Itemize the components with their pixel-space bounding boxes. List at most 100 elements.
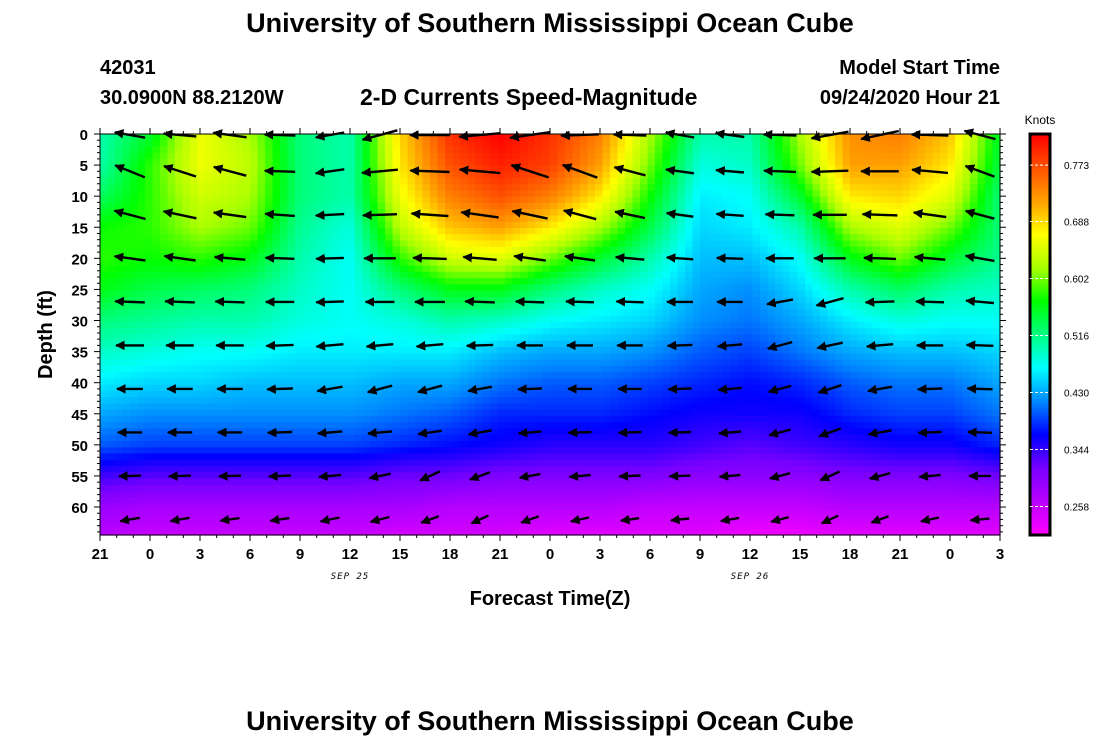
heatmap-cell: [100, 384, 109, 392]
heatmap-cell: [835, 246, 844, 254]
heatmap-cell: [602, 271, 611, 279]
heatmap-cell: [430, 359, 439, 367]
heatmap-cell: [827, 159, 836, 166]
heatmap-cell: [377, 309, 386, 317]
heatmap-cell: [460, 303, 469, 311]
heatmap-cell: [670, 365, 679, 373]
heatmap-cell: [182, 234, 191, 242]
heatmap-cell: [670, 353, 679, 361]
heatmap-cell: [205, 321, 214, 329]
heatmap-cell: [340, 134, 349, 141]
heatmap-cell: [535, 365, 544, 373]
heatmap-cell: [190, 265, 199, 273]
model-start-label: Model Start Time: [839, 57, 1000, 79]
heatmap-cell: [392, 347, 401, 354]
heatmap-cell: [295, 271, 304, 279]
heatmap-cell: [587, 278, 596, 285]
heatmap-cell: [857, 384, 866, 392]
heatmap-cell: [257, 202, 266, 210]
heatmap-cell: [505, 328, 514, 336]
heatmap-cell: [407, 259, 416, 267]
heatmap-cell: [430, 321, 439, 329]
heatmap-cell: [677, 159, 686, 166]
heatmap-cell: [565, 328, 574, 336]
heatmap-cell: [205, 227, 214, 235]
heatmap-cell: [692, 146, 701, 154]
heatmap-cell: [887, 140, 896, 148]
heatmap-cell: [632, 240, 641, 248]
heatmap-cell: [775, 140, 784, 148]
heatmap-cell: [182, 159, 191, 166]
heatmap-cell: [197, 365, 206, 373]
heatmap-cell: [302, 340, 311, 348]
heatmap-cell: [265, 196, 274, 204]
heatmap-cell: [745, 378, 754, 386]
heatmap-cell: [617, 184, 626, 191]
heatmap-cell: [100, 234, 109, 242]
heatmap-cell: [902, 315, 911, 323]
heatmap-cell: [572, 334, 581, 342]
heatmap-cell: [670, 303, 679, 311]
heatmap-cell: [437, 184, 446, 191]
heatmap-cell: [790, 359, 799, 367]
heatmap-cell: [715, 234, 724, 242]
heatmap-cell: [242, 290, 251, 298]
heatmap-cell: [977, 240, 986, 248]
heatmap-cell: [602, 265, 611, 273]
heatmap-cell: [557, 190, 566, 198]
heatmap-cell: [550, 190, 559, 198]
heatmap-cell: [932, 278, 941, 285]
heatmap-cell: [767, 328, 776, 336]
heatmap-cell: [565, 146, 574, 154]
heatmap-cell: [940, 378, 949, 386]
heatmap-cell: [752, 221, 761, 229]
heatmap-cell: [475, 321, 484, 329]
heatmap-cell: [445, 196, 454, 204]
heatmap-cell: [572, 134, 581, 141]
heatmap-cell: [752, 328, 761, 336]
heatmap-cell: [932, 315, 941, 323]
heatmap-cell: [205, 390, 214, 398]
heatmap-cell: [407, 378, 416, 386]
heatmap-cell: [565, 196, 574, 204]
heatmap-cell: [745, 165, 754, 173]
heatmap-cell: [212, 240, 221, 248]
heatmap-cell: [512, 365, 521, 373]
heatmap-cell: [407, 253, 416, 260]
heatmap-cell: [827, 315, 836, 323]
heatmap-cell: [835, 359, 844, 367]
heatmap-cell: [520, 271, 529, 279]
heatmap-cell: [850, 190, 859, 198]
heatmap-cell: [880, 296, 889, 304]
heatmap-cell: [880, 227, 889, 235]
heatmap-cell: [850, 328, 859, 336]
heatmap-cell: [737, 140, 746, 148]
heatmap-cell: [610, 152, 619, 160]
heatmap-cell: [902, 359, 911, 367]
heatmap-cell: [580, 171, 589, 179]
heatmap-cell: [257, 334, 266, 342]
heatmap-cell: [460, 372, 469, 379]
heatmap-cell: [550, 209, 559, 217]
heatmap-cell: [220, 390, 229, 398]
heatmap-cell: [872, 359, 881, 367]
heatmap-cell: [385, 278, 394, 285]
heatmap-cell: [520, 221, 529, 229]
heatmap-cell: [122, 271, 131, 279]
heatmap-cell: [422, 171, 431, 179]
heatmap-cell: [460, 340, 469, 348]
heatmap-cell: [940, 190, 949, 198]
heatmap-cell: [362, 278, 371, 285]
heatmap-cell: [692, 159, 701, 166]
heatmap-cell: [385, 328, 394, 336]
heatmap-cell: [287, 353, 296, 361]
heatmap-cell: [512, 202, 521, 210]
heatmap-cell: [302, 347, 311, 354]
heatmap-cell: [550, 221, 559, 229]
heatmap-cell: [865, 321, 874, 329]
heatmap-cell: [295, 365, 304, 373]
heatmap-cell: [827, 347, 836, 354]
heatmap-cell: [152, 152, 161, 160]
heatmap-cell: [145, 253, 154, 260]
heatmap-cell: [490, 146, 499, 154]
